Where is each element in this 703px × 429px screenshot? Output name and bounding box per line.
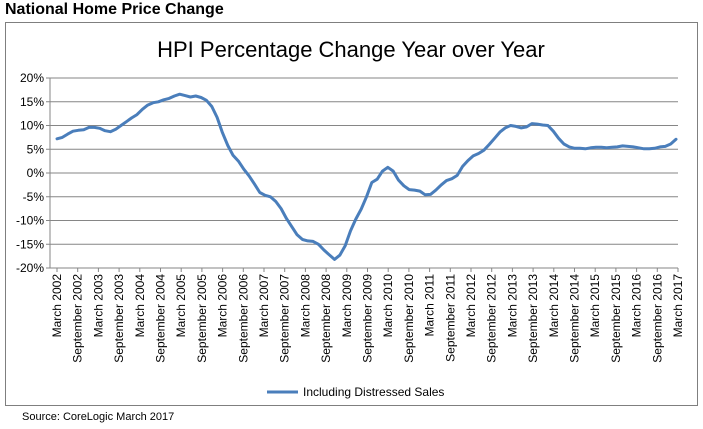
y-tick-label: -10% xyxy=(16,214,44,228)
y-tick-label: 20% xyxy=(20,71,44,85)
y-axis-tick-labels: 20% 15% 10% 5% 0% -5% -10% -15% -20% xyxy=(16,71,44,275)
x-tick-label: March 2005 xyxy=(174,274,188,338)
x-tick-label: September 2010 xyxy=(402,274,416,363)
y-tick-label: 10% xyxy=(20,119,44,133)
legend: Including Distressed Sales xyxy=(267,385,444,399)
x-tick-label: March 2011 xyxy=(423,274,437,337)
page-heading: National Home Price Change xyxy=(5,1,224,18)
legend-label-including-distressed-sales: Including Distressed Sales xyxy=(303,385,444,399)
x-tick-label: March 2010 xyxy=(381,274,395,338)
x-tick-label: March 2007 xyxy=(257,274,271,338)
y-tick-label: -15% xyxy=(16,237,44,251)
x-tick-label: September 2015 xyxy=(609,274,623,363)
y-tick-label: 5% xyxy=(27,142,45,156)
x-tick-label: March 2006 xyxy=(216,274,230,338)
source-note: Source: CoreLogic March 2017 xyxy=(22,411,175,423)
y-tick-label: 0% xyxy=(27,166,45,180)
x-tick-label: March 2015 xyxy=(588,274,602,338)
x-tick-label: March 2013 xyxy=(505,274,519,338)
x-tick-label: March 2009 xyxy=(340,274,354,338)
y-tick-label: 15% xyxy=(20,95,44,109)
x-tick-label: March 2014 xyxy=(547,274,561,338)
x-tick-label: March 2012 xyxy=(464,274,478,338)
x-tick-label: September 2004 xyxy=(154,274,168,363)
x-tick-label: September 2007 xyxy=(278,274,292,363)
x-tick-label: March 2004 xyxy=(133,274,147,338)
x-tick-label: September 2006 xyxy=(236,274,250,363)
x-tick-label: September 2008 xyxy=(319,274,333,363)
y-tick-label: -20% xyxy=(16,261,44,275)
x-tick-label: September 2014 xyxy=(568,274,582,363)
x-axis-tick-labels: March 2002 September 2002 March 2003 Septem… xyxy=(50,268,685,363)
x-tick-label: September 2009 xyxy=(361,274,375,363)
x-tick-label: March 2008 xyxy=(298,274,312,338)
axes xyxy=(49,78,678,269)
x-tick-label: March 2016 xyxy=(630,274,644,338)
x-tick-label: March 2017 xyxy=(671,274,685,338)
x-tick-label: March 2003 xyxy=(91,274,105,338)
x-tick-label: September 2002 xyxy=(71,274,85,363)
chart-frame: HPI Percentage Change Year over Year 20%… xyxy=(5,22,698,406)
series-line-including-distressed-sales xyxy=(55,92,678,261)
y-tick-label: -5% xyxy=(23,190,45,204)
gridlines xyxy=(46,77,678,269)
chart-title: HPI Percentage Change Year over Year xyxy=(157,37,545,62)
x-tick-label: September 2011 xyxy=(443,274,457,362)
x-tick-label: September 2016 xyxy=(650,274,664,363)
x-tick-label: September 2013 xyxy=(526,274,540,363)
x-tick-label: September 2005 xyxy=(195,274,209,363)
x-tick-label: September 2003 xyxy=(112,274,126,363)
hpi-line-chart: HPI Percentage Change Year over Year 20%… xyxy=(16,37,685,399)
x-tick-label: September 2012 xyxy=(485,274,499,363)
x-tick-label: March 2002 xyxy=(50,274,64,338)
series-layer xyxy=(55,92,678,261)
